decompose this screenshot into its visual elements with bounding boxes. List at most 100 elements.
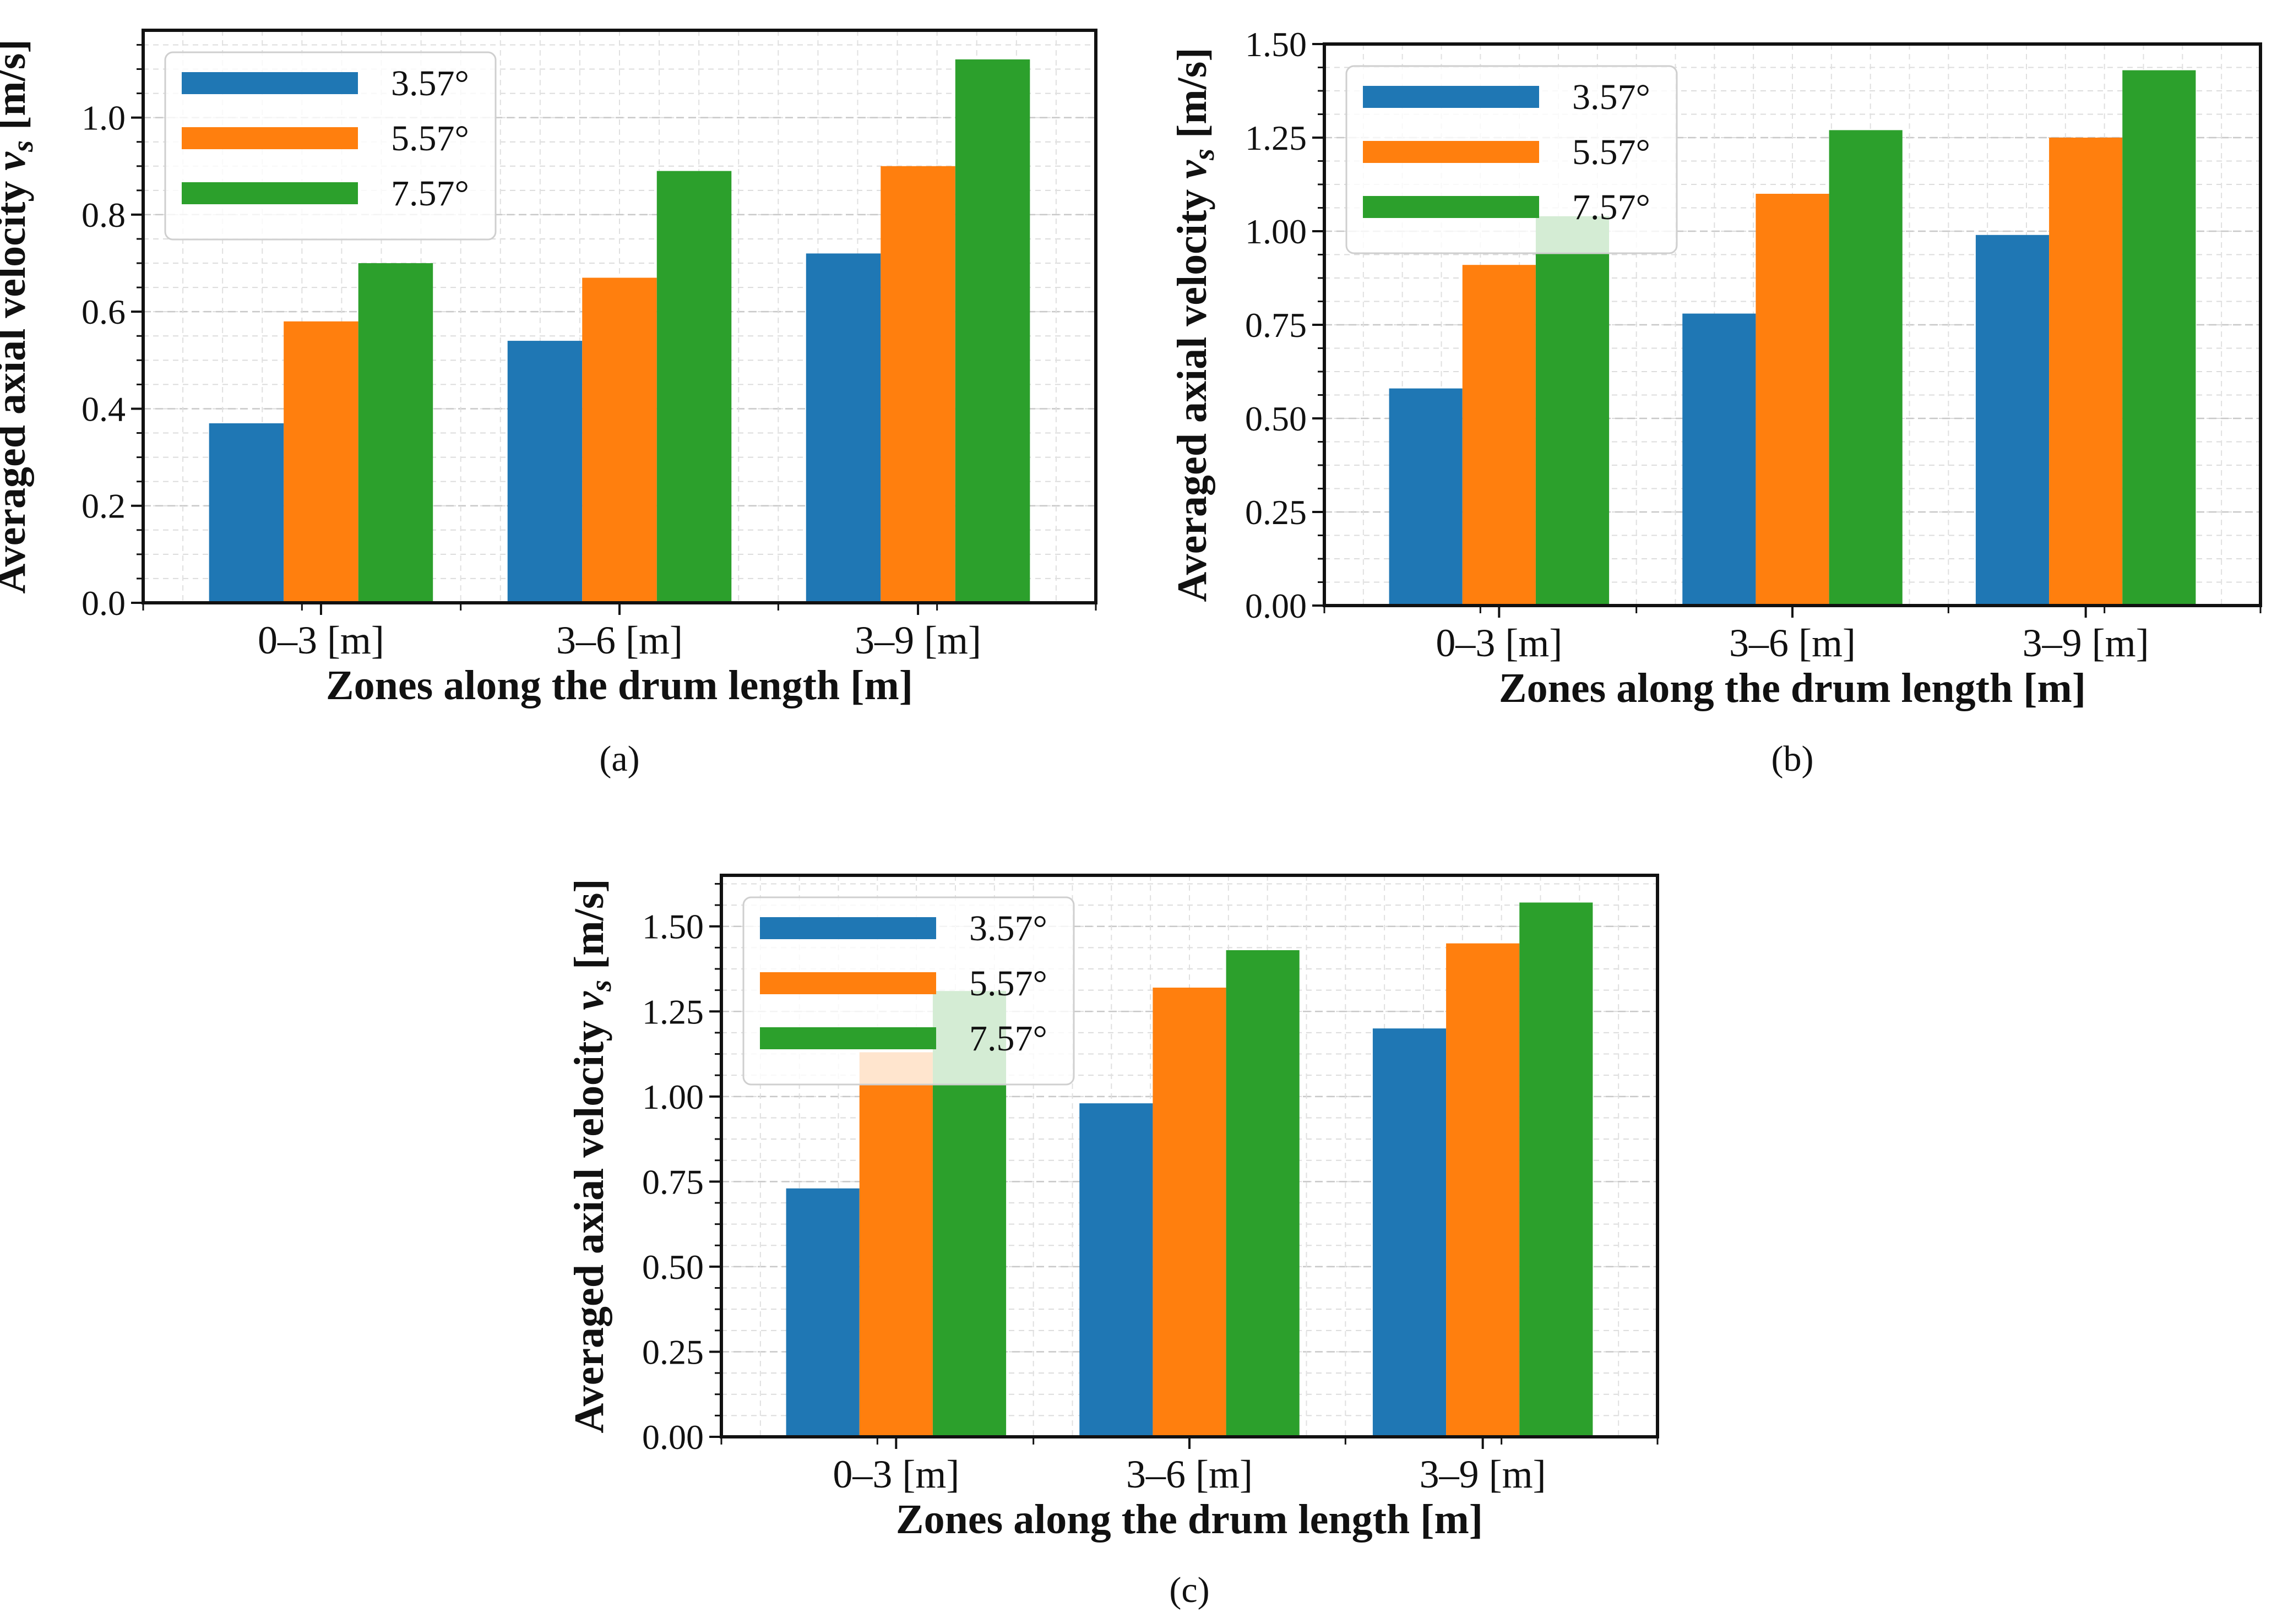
bar-2-1	[1829, 130, 1903, 606]
chart-panel-c: 0.00 0.25 0.50 0.75 1.00 1.25 1.50 0–3 [m] 3–6 […	[566, 831, 1696, 1624]
bar-1-2	[881, 166, 955, 603]
legend-swatch-0	[182, 72, 358, 94]
legend-label-1: 5.57°	[391, 118, 469, 159]
legend-label-1: 5.57°	[969, 963, 1047, 1004]
y-axis-title-symbol: v	[566, 991, 612, 1010]
y-tick-label: 0.00	[1245, 586, 1307, 625]
panel-label: (c)	[1169, 1570, 1209, 1610]
x-axis-title: Zones along the drum length [m]	[326, 662, 913, 709]
y-axis-title-symbol: v	[1169, 160, 1215, 179]
y-tick-label: 1.0	[81, 99, 126, 138]
y-axis-title: Averaged axial velocity vs [m/s]	[1169, 47, 1220, 602]
y-tick-label: 0.75	[1245, 306, 1307, 345]
legend-label-2: 7.57°	[969, 1018, 1047, 1059]
bar-1-0	[1462, 265, 1536, 606]
bar-0-1	[1682, 313, 1756, 606]
y-tick-label: 1.00	[1245, 212, 1307, 251]
y-tick-label: 0.25	[1245, 493, 1307, 532]
y-tick-label: 0.8	[81, 195, 126, 235]
x-axis-title: Zones along the drum length [m]	[896, 1496, 1483, 1543]
x-tick-label: 3–9 [m]	[2023, 621, 2149, 665]
bar-1-2	[2049, 138, 2123, 606]
legend-label-0: 3.57°	[969, 908, 1047, 949]
y-tick-label: 0.50	[1245, 399, 1307, 438]
bar-0-1	[1079, 1103, 1153, 1437]
bar-1-1	[582, 277, 657, 603]
y-axis-title-symbol: v	[0, 151, 34, 171]
bar-0-0	[209, 423, 284, 603]
x-axis-title: Zones along the drum length [m]	[1499, 665, 2086, 711]
y-tick-label: 0.6	[81, 292, 126, 331]
bar-1-2	[1446, 943, 1520, 1437]
x-tick-label: 3–9 [m]	[855, 618, 981, 662]
y-tick-label: 0.4	[81, 389, 126, 428]
legend-swatch-2	[760, 1027, 936, 1049]
y-axis-title-text: Averaged axial velocity	[1169, 179, 1215, 602]
y-tick-label: 1.25	[1245, 118, 1307, 157]
x-tick-label: 3–6 [m]	[1729, 621, 1856, 665]
chart-panel-b: 0.00 0.25 0.50 0.75 1.00 1.25 1.50 0–3 [m] 3–6 […	[1162, 0, 2277, 798]
legend-swatch-2	[182, 182, 358, 204]
chart-svg: 0.00 0.25 0.50 0.75 1.00 1.25 1.50 0–3 [m] 3–6 […	[566, 874, 1659, 1610]
bar-1-0	[284, 321, 358, 603]
y-axis-title-unit: [m/s]	[566, 879, 612, 980]
y-tick-label: 0.0	[81, 584, 126, 623]
y-tick-label: 0.25	[642, 1332, 704, 1371]
y-axis-title-text: Averaged axial velocity	[0, 171, 34, 594]
x-tick-label: 3–9 [m]	[1420, 1452, 1546, 1496]
x-tick-label: 3–6 [m]	[1126, 1452, 1253, 1496]
bar-2-2	[2122, 70, 2196, 606]
legend-swatch-2	[1363, 196, 1539, 218]
legend-label-2: 7.57°	[391, 173, 469, 214]
bar-1-1	[1756, 194, 1829, 606]
y-axis-title-unit: [m/s]	[1169, 47, 1215, 149]
bar-1-1	[1153, 988, 1226, 1437]
y-tick-label: 1.25	[642, 992, 704, 1031]
x-tick-label: 0–3 [m]	[258, 618, 384, 662]
panel-label: (b)	[1771, 739, 1814, 779]
bar-0-2	[806, 253, 881, 603]
y-axis-title-unit: [m/s]	[0, 39, 34, 140]
legend-label-0: 3.57°	[391, 63, 469, 103]
bar-2-2	[955, 59, 1030, 603]
y-axis-title-text: Averaged axial velocity	[566, 1010, 612, 1434]
y-tick-label: 0.75	[642, 1162, 704, 1201]
bar-1-0	[859, 1052, 933, 1437]
chart-svg: 0.00 0.25 0.50 0.75 1.00 1.25 1.50 0–3 [m] 3–6 […	[1169, 25, 2262, 779]
bar-2-1	[656, 171, 732, 603]
bar-2-1	[1226, 950, 1300, 1437]
y-axis-title: Averaged axial velocity vs [m/s]	[0, 39, 39, 593]
x-tick-label: 3–6 [m]	[556, 618, 683, 662]
bar-0-0	[786, 1188, 860, 1437]
legend-label-0: 3.57°	[1572, 77, 1650, 117]
bar-2-0	[358, 263, 433, 603]
y-tick-label: 0.50	[642, 1247, 704, 1287]
x-tick-label: 0–3 [m]	[833, 1452, 959, 1496]
y-axis-title: Averaged axial velocity vs [m/s]	[566, 879, 617, 1433]
y-axis-title-subscript: s	[6, 140, 39, 152]
chart-svg: 0.0 0.2 0.4 0.6 0.8 1.0 0–3 [m] 3–6 [m] 3–9 [m]Z…	[0, 29, 1097, 779]
legend-swatch-0	[1363, 86, 1539, 108]
y-tick-label: 0.00	[642, 1418, 704, 1457]
y-axis-title-subscript: s	[584, 980, 617, 992]
y-axis-title-subscript: s	[1187, 149, 1220, 161]
chart-panel-a: 0.0 0.2 0.4 0.6 0.8 1.0 0–3 [m] 3–6 [m] 3–9 [m] Z…	[0, 0, 1123, 798]
legend-label-1: 5.57°	[1572, 132, 1650, 172]
bar-0-0	[1389, 388, 1463, 606]
legend-swatch-1	[1363, 141, 1539, 163]
panel-label: (a)	[599, 739, 639, 779]
bar-2-2	[1519, 902, 1593, 1437]
legend-swatch-1	[182, 127, 358, 149]
bar-2-0	[1535, 216, 1610, 606]
y-tick-label: 1.00	[642, 1077, 704, 1116]
y-tick-label: 1.50	[1245, 25, 1307, 64]
x-tick-label: 0–3 [m]	[1436, 621, 1562, 665]
y-tick-label: 0.2	[81, 487, 126, 526]
bar-0-2	[1975, 235, 2050, 606]
legend-label-2: 7.57°	[1572, 187, 1650, 227]
legend-swatch-1	[760, 972, 936, 994]
legend-swatch-0	[760, 917, 936, 939]
bar-0-2	[1372, 1028, 1447, 1437]
bar-0-1	[507, 341, 583, 603]
y-tick-label: 1.50	[642, 907, 704, 946]
